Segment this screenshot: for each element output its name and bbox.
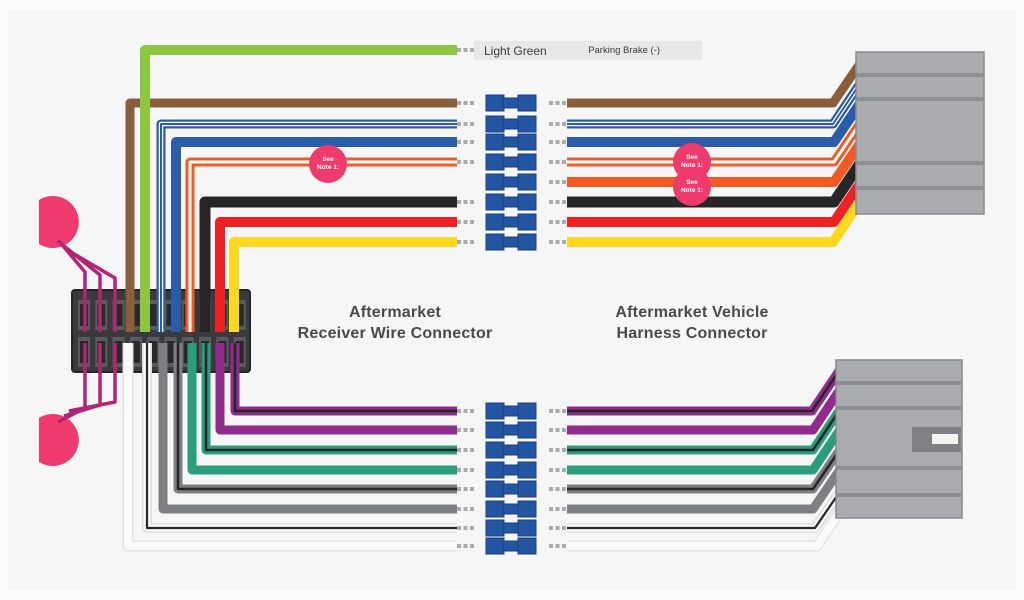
see-note-badge: See Note 1: — [673, 168, 711, 206]
butt-splice — [485, 233, 537, 251]
wire-purple-black-left — [230, 343, 457, 416]
wire-yellow-left — [229, 237, 457, 332]
wire-purple-left — [215, 343, 457, 435]
tweeter-terminal-bottom — [39, 414, 79, 466]
connector-release-slot — [932, 434, 958, 444]
wire-yellow-right — [567, 197, 866, 247]
vehicle-connector-title: Aftermarket Vehicle Harness Connector — [587, 303, 797, 345]
wire-red-right — [567, 179, 866, 227]
wire-white-right — [567, 506, 846, 552]
wire-orange-white-right — [567, 119, 865, 167]
butt-splice — [485, 461, 537, 479]
wire-magenta-top-1 — [56, 238, 87, 332]
butt-splice — [485, 421, 537, 439]
parking-brake-label-bar: Light Green Parking Brake (-) — [474, 41, 702, 60]
wire-gray-right — [567, 465, 845, 514]
receiver-connector-title: Aftermarket Receiver Wire Connector — [290, 303, 500, 345]
vehicle-connector-bottom — [835, 359, 963, 519]
wire-purple-right — [567, 385, 845, 435]
butt-splice — [485, 537, 537, 555]
vehicle-connector-top — [855, 51, 985, 215]
title-line: Harness Connector — [616, 324, 768, 342]
wire-black-right — [567, 158, 866, 208]
butt-splice — [485, 213, 537, 231]
butt-splice — [485, 94, 537, 112]
wire-teal-left — [187, 343, 457, 475]
butt-splice — [485, 480, 537, 498]
wire-white-black-left — [142, 343, 457, 533]
wire-blue-white-right — [567, 79, 865, 129]
butt-splice — [485, 133, 537, 151]
butt-splice — [485, 519, 537, 537]
wire-blue-white-left — [156, 119, 457, 332]
butt-splice — [485, 402, 537, 420]
wire-magenta-top-3 — [68, 249, 117, 332]
see-note-text: See Note 1: — [316, 155, 340, 171]
see-note-badge: See Note 1: — [309, 145, 347, 183]
wire-orange-white-left — [185, 157, 457, 332]
wire-color-label: Light Green — [484, 43, 547, 58]
title-line: Receiver Wire Connector — [297, 324, 493, 342]
wire-function-label: Parking Brake (-) — [588, 45, 660, 56]
butt-splice-connectors — [485, 94, 537, 555]
butt-splice — [485, 500, 537, 518]
wire-purple-black-right — [567, 365, 845, 416]
wire-brown-left — [125, 98, 457, 332]
wire-white-black-right — [567, 487, 846, 533]
title-line: Aftermarket Vehicle — [615, 304, 769, 321]
wire-teal-black-left — [201, 343, 457, 455]
wire-magenta-bottom-3 — [68, 343, 117, 413]
butt-splice — [485, 193, 537, 211]
wire-teal-black-right — [567, 405, 845, 455]
butt-splice — [485, 173, 537, 191]
wire-black-left — [199, 196, 457, 332]
title-line: Aftermarket — [348, 304, 441, 321]
wire-gray-black-right — [567, 445, 845, 494]
wire-teal-right — [567, 425, 845, 475]
wire-light-green-left — [140, 45, 457, 332]
see-note-text: See Note 1: — [680, 153, 704, 169]
wire-red-left — [215, 217, 457, 332]
wires-layer — [56, 45, 866, 552]
tweeter-terminal-top — [39, 196, 79, 249]
wire-gray-black-left — [173, 343, 457, 494]
wire-brown-right — [567, 59, 865, 108]
stripped-wire-tips — [457, 48, 567, 548]
wire-blue-right — [567, 99, 866, 147]
butt-splice — [485, 441, 537, 459]
see-note-text: See Note 1: — [680, 178, 704, 194]
butt-splice — [485, 115, 537, 133]
wire-white-left — [122, 343, 457, 552]
butt-splice — [485, 153, 537, 171]
wire-orange-right — [567, 139, 866, 187]
wire-gray-left — [158, 343, 457, 514]
wire-blue-left — [171, 137, 457, 332]
